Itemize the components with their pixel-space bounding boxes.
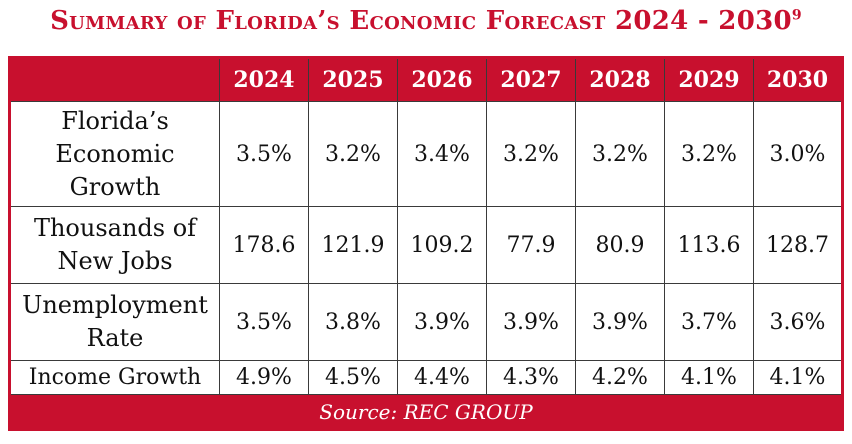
table-cell: 109.2 <box>397 206 487 284</box>
table-cell: 4.9% <box>219 360 309 395</box>
table-cell: 77.9 <box>486 206 576 284</box>
row-label-text: Income Growth <box>28 365 202 390</box>
year-header: 2028 <box>575 57 665 102</box>
year-header: 2026 <box>397 57 487 102</box>
table-cell: 3.4% <box>397 101 487 207</box>
table-cell: 3.9% <box>397 283 487 361</box>
table-cell: 3.2% <box>664 101 754 207</box>
table-cell: 4.3% <box>486 360 576 395</box>
row-label: Thousands of New Jobs <box>9 206 220 284</box>
table-row: Unemployment Rate 3.5% 3.8% 3.9% 3.9% 3.… <box>9 283 843 361</box>
title-footnote-marker: 9 <box>791 7 802 24</box>
table-cell: 3.0% <box>753 101 843 207</box>
year-header: 2029 <box>664 57 754 102</box>
table-row: Income Growth 4.9% 4.5% 4.4% 4.3% 4.2% 4… <box>9 360 843 395</box>
table-cell: 3.8% <box>308 283 398 361</box>
header-row: 2024 2025 2026 2027 2028 2029 2030 <box>9 57 843 102</box>
source-row: Source: REC GROUP <box>9 394 843 430</box>
table-cell: 4.2% <box>575 360 665 395</box>
row-label-text: Thousands of New Jobs <box>33 214 197 275</box>
table-cell: 80.9 <box>575 206 665 284</box>
row-label-text: Unemployment Rate <box>22 291 208 352</box>
table-cell: 113.6 <box>664 206 754 284</box>
forecast-table: 2024 2025 2026 2027 2028 2029 2030 Flori… <box>8 56 844 431</box>
table-row: Florida’s Economic Growth 3.5% 3.2% 3.4%… <box>9 101 843 207</box>
table-cell: 3.9% <box>575 283 665 361</box>
row-label: Unemployment Rate <box>9 283 220 361</box>
source-note: Source: REC GROUP <box>9 394 843 430</box>
table-row: Thousands of New Jobs 178.6 121.9 109.2 … <box>9 206 843 284</box>
year-header: 2030 <box>753 57 843 102</box>
table-cell: 3.5% <box>219 101 309 207</box>
table-cell: 3.2% <box>575 101 665 207</box>
table-cell: 4.5% <box>308 360 398 395</box>
table-cell: 3.9% <box>486 283 576 361</box>
year-header: 2024 <box>219 57 309 102</box>
row-label-text: Florida’s Economic Growth <box>55 106 175 201</box>
table-cell: 3.7% <box>664 283 754 361</box>
table-cell: 128.7 <box>753 206 843 284</box>
year-header: 2025 <box>308 57 398 102</box>
year-header: 2027 <box>486 57 576 102</box>
table-cell: 3.2% <box>486 101 576 207</box>
table-cell: 4.4% <box>397 360 487 395</box>
table-cell: 3.2% <box>308 101 398 207</box>
table-cell: 3.6% <box>753 283 843 361</box>
table-cell: 4.1% <box>664 360 754 395</box>
table-cell: 4.1% <box>753 360 843 395</box>
row-label: Income Growth <box>9 360 220 395</box>
table-cell: 178.6 <box>219 206 309 284</box>
chart-title: Summary of Florida’s Economic Forecast 2… <box>0 6 852 36</box>
table-cell: 3.5% <box>219 283 309 361</box>
chart-title-text: Summary of Florida’s Economic Forecast 2… <box>50 6 792 36</box>
corner-cell <box>9 57 220 102</box>
table-cell: 121.9 <box>308 206 398 284</box>
row-label: Florida’s Economic Growth <box>9 101 220 207</box>
